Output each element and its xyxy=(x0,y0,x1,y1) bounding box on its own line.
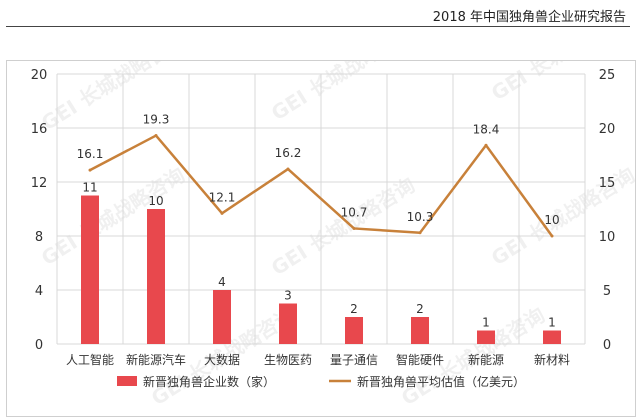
bar-value-label: 4 xyxy=(218,275,226,289)
category-label: 新材料 xyxy=(534,352,570,367)
valuation-line xyxy=(89,134,554,237)
bar-新能源 xyxy=(477,330,495,344)
right-tick-label: 0 xyxy=(603,338,611,353)
category-label: 智能硬件 xyxy=(396,352,444,367)
category-label: 新能源 xyxy=(468,352,504,367)
watermark-text: GEI 长城战略咨询 xyxy=(267,61,419,125)
legend-bar-swatch xyxy=(117,376,137,386)
left-tick-label: 16 xyxy=(31,122,48,137)
left-tick-label: 12 xyxy=(31,176,48,191)
bar-value-label: 10 xyxy=(148,194,163,208)
bar-value-label: 1 xyxy=(548,316,556,330)
bar-新材料 xyxy=(543,330,561,344)
line-point xyxy=(484,143,488,147)
right-tick-label: 25 xyxy=(599,68,616,83)
bar-value-label: 1 xyxy=(482,316,490,330)
bar-人工智能 xyxy=(81,195,99,344)
left-tick-label: 8 xyxy=(35,230,43,245)
bar-生物医药 xyxy=(279,303,297,344)
watermark-text: GEI 长城战略咨询 xyxy=(267,173,419,281)
category-label: 人工智能 xyxy=(66,352,114,367)
grid-lines xyxy=(56,73,586,345)
watermark-text: GEI 长城战略咨询 xyxy=(37,163,189,271)
right-tick-label: 15 xyxy=(599,176,616,191)
legend: 新晋独角兽企业数（家） 新晋独角兽平均估值（亿美元） xyxy=(117,374,525,389)
bar-量子通信 xyxy=(345,317,363,344)
bar-value-label: 2 xyxy=(416,302,424,316)
legend-line-label: 新晋独角兽平均估值（亿美元） xyxy=(357,374,525,389)
line-point xyxy=(154,134,158,138)
line-point xyxy=(550,234,554,238)
category-label: 生物医药 xyxy=(264,353,312,367)
line-value-label: 16.2 xyxy=(275,146,302,160)
line-point xyxy=(286,167,290,171)
left-tick-label: 4 xyxy=(35,284,43,299)
bar-智能硬件 xyxy=(411,317,429,344)
bar-新能源汽车 xyxy=(147,209,165,344)
legend-bar-label: 新晋独角兽企业数（家） xyxy=(143,374,275,389)
line-point xyxy=(352,226,356,230)
line-value-label: 10.3 xyxy=(407,210,434,224)
report-header: 2018 年中国独角兽企业研究报告 xyxy=(0,0,640,28)
left-axis-ticks: 0 4 8 12 16 20 xyxy=(31,68,48,353)
header-divider xyxy=(6,26,630,27)
bar-value-label: 3 xyxy=(284,289,292,303)
bar-series xyxy=(81,195,561,344)
bar-value-label: 2 xyxy=(350,302,358,316)
bar-value-label: 11 xyxy=(82,181,97,195)
chart-card: GEI 长城战略咨询 GEI 长城战略咨询 GEI 长城战略咨询 GEI 长城战略咨询… xyxy=(6,0,639,417)
line-value-label: 10 xyxy=(544,213,559,227)
bar-大数据 xyxy=(213,290,231,344)
line-value-labels: 16.1 19.3 12.1 16.2 10.7 10.3 18.4 10 xyxy=(77,113,560,227)
line-point xyxy=(88,168,92,172)
category-label: 量子通信 xyxy=(330,353,378,367)
line-point xyxy=(220,211,224,215)
left-tick-label: 20 xyxy=(31,68,48,83)
category-label: 新能源汽车 xyxy=(126,352,186,367)
report-title: 2018 年中国独角兽企业研究报告 xyxy=(432,10,626,25)
right-axis-ticks: 0 5 10 15 20 25 xyxy=(599,68,616,353)
right-tick-label: 10 xyxy=(599,230,616,245)
category-label: 大数据 xyxy=(204,352,240,367)
line-series xyxy=(88,134,554,238)
line-value-label: 10.7 xyxy=(341,205,368,219)
right-tick-label: 20 xyxy=(599,122,616,137)
right-tick-label: 5 xyxy=(603,284,611,299)
line-value-label: 12.1 xyxy=(209,190,236,204)
line-value-label: 18.4 xyxy=(473,122,500,136)
left-tick-label: 0 xyxy=(35,338,43,353)
category-labels: 人工智能 新能源汽车 大数据 生物医药 量子通信 智能硬件 新能源 新材料 xyxy=(66,352,570,367)
line-value-label: 16.1 xyxy=(77,147,104,161)
line-value-label: 19.3 xyxy=(143,113,170,127)
line-point xyxy=(418,231,422,235)
